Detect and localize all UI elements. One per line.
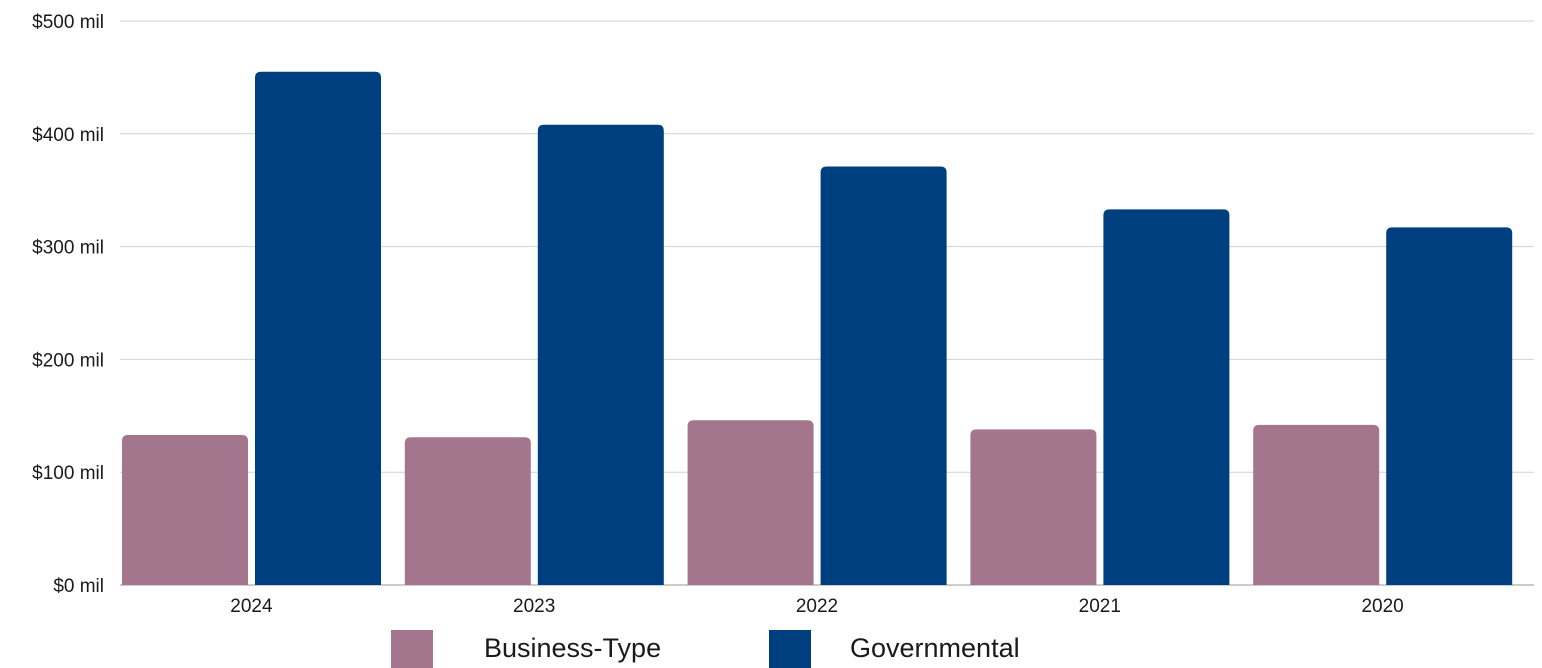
y-tick-label: $300 mil (32, 238, 104, 259)
bar-governmental-2024 (255, 71, 381, 585)
bar-business-type-2020 (1253, 424, 1380, 585)
legend-swatch-business-type (391, 630, 433, 668)
y-axis-tick-labels: $0 mil $100 mil $200 mil $300 mil $400 mil $5… (32, 12, 104, 597)
x-tick-label: 2024 (230, 596, 273, 617)
x-axis-tick-labels: 2024 2023 2022 2021 2020 (230, 596, 1403, 617)
legend-label-business-type: Business-Type (484, 633, 661, 663)
x-tick-label: 2021 (1079, 596, 1121, 617)
bar-governmental-2020 (1386, 227, 1513, 585)
x-tick-label: 2023 (513, 596, 555, 617)
bar-business-type-2021 (970, 429, 1097, 585)
x-tick-label: 2022 (796, 596, 838, 617)
y-tick-label: $500 mil (32, 12, 104, 33)
bars-layer (122, 71, 1513, 585)
y-tick-label: $400 mil (32, 125, 104, 146)
y-tick-label: $0 mil (53, 576, 104, 597)
bar-business-type-2022 (687, 420, 814, 585)
bar-business-type-2023 (404, 437, 531, 585)
legend-label-governmental: Governmental (850, 633, 1020, 663)
bar-governmental-2023 (537, 124, 664, 585)
x-tick-label: 2020 (1361, 596, 1403, 617)
y-tick-label: $200 mil (32, 350, 104, 371)
bar-business-type-2024 (122, 434, 248, 585)
legend-swatch-governmental (769, 630, 811, 668)
bar-governmental-2022 (820, 166, 947, 585)
bar-governmental-2021 (1103, 209, 1230, 585)
legend: Business-Type Governmental (391, 630, 1020, 668)
y-tick-label: $100 mil (32, 463, 104, 484)
